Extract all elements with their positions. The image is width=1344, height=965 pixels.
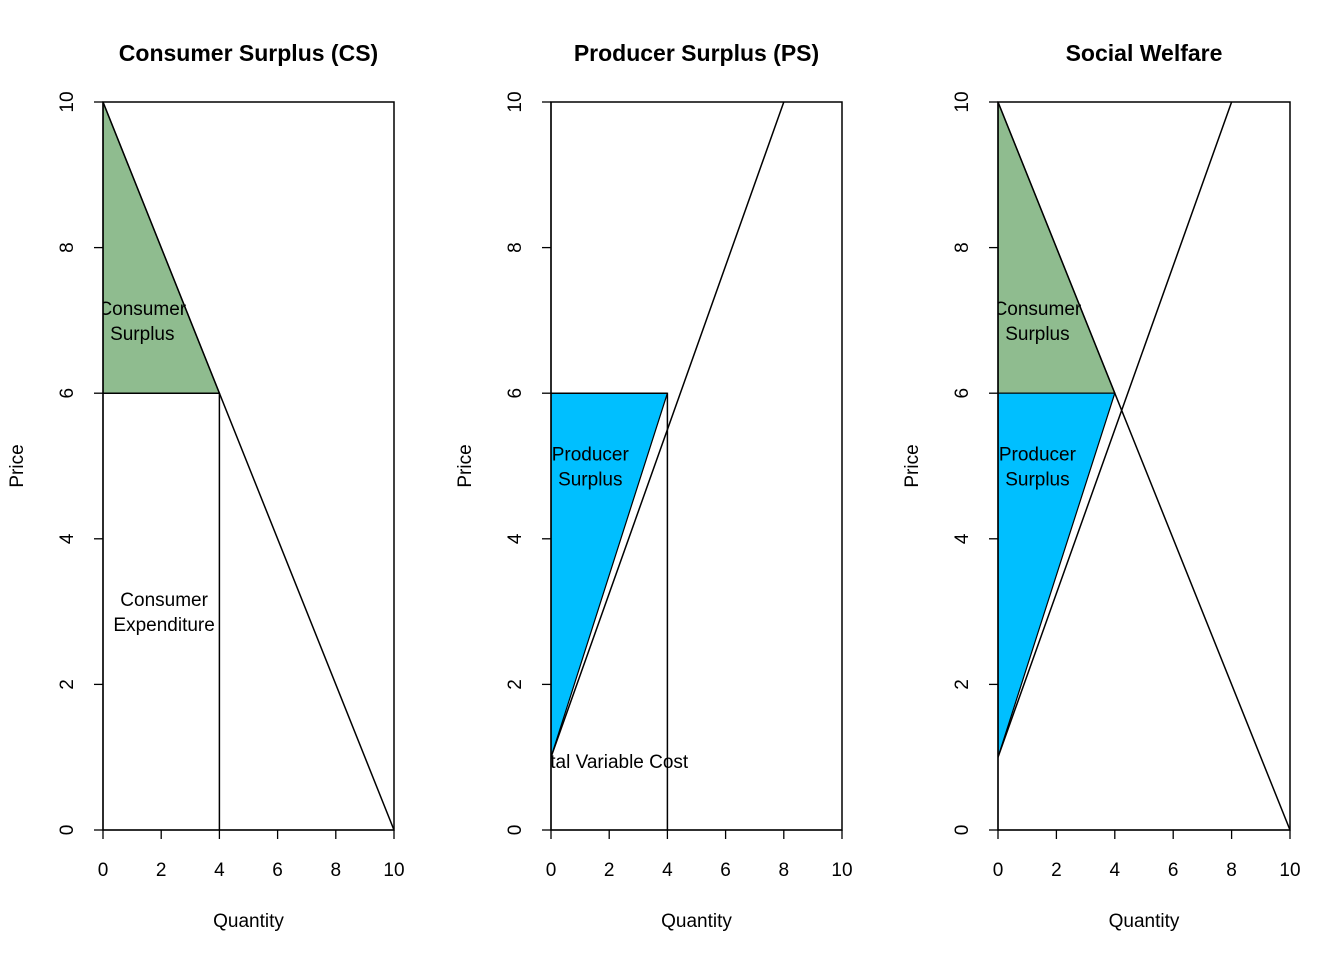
y-tick-label: 2 [505, 679, 526, 690]
annotation-label: Consumer Expenditure [113, 590, 214, 636]
x-tick-label: 0 [98, 860, 109, 881]
x-tick-label: 8 [331, 860, 342, 881]
x-tick-label: 6 [1168, 860, 1179, 881]
annotation-line: Consumer [994, 299, 1082, 320]
y-tick-label: 8 [952, 242, 973, 253]
annotation-label: Total Variable Cost [530, 752, 689, 773]
chart-panel-1: Consumer Surplus Consumer Expenditure 0 2 4 6 8 1… [7, 40, 405, 932]
demand-line [103, 102, 394, 830]
y-tick-label: 0 [57, 825, 78, 836]
x-tick-label: 10 [383, 860, 404, 881]
producer-surplus-region [998, 392, 1116, 758]
y-tick-label: 2 [57, 679, 78, 690]
y-axis-label: Price [455, 444, 476, 487]
plot-area: Producer Surplus Total Variable Cost [530, 102, 785, 830]
x-tick-label: 10 [1279, 860, 1300, 881]
annotation-line: Producer [999, 445, 1077, 466]
y-tick-label: 4 [505, 533, 526, 544]
chart-title: Consumer Surplus (CS) [119, 40, 378, 66]
x-tick-label: 4 [662, 860, 673, 881]
plot-area: Consumer Surplus Producer Surplus [994, 102, 1290, 830]
y-tick-label: 6 [505, 388, 526, 399]
y-tick-label: 8 [505, 242, 526, 253]
y-tick-label: 10 [952, 91, 973, 112]
x-tick-label: 6 [720, 860, 731, 881]
x-axis-label: Quantity [661, 911, 732, 932]
y-tick-label: 4 [952, 533, 973, 544]
annotation-line: Producer [552, 445, 630, 466]
plot-area: Consumer Surplus Consumer Expenditure [98, 102, 394, 830]
y-tick-label: 2 [952, 679, 973, 690]
x-tick-label: 4 [1110, 860, 1121, 881]
y-tick-label: 0 [952, 825, 973, 836]
y-tick-label: 0 [505, 825, 526, 836]
annotation-line: Surplus [1005, 324, 1069, 345]
y-axis-label: Price [7, 444, 28, 487]
x-tick-label: 2 [1051, 860, 1062, 881]
annotation-line: Surplus [110, 324, 174, 345]
x-tick-label: 4 [214, 860, 225, 881]
y-tick-label: 8 [57, 242, 78, 253]
annotation-label: Consumer Surplus [994, 299, 1082, 345]
y-tick-label: 4 [57, 533, 78, 544]
chart-title: Social Welfare [1066, 40, 1223, 66]
x-tick-label: 10 [831, 860, 852, 881]
y-tick-label: 10 [505, 91, 526, 112]
x-tick-label: 8 [779, 860, 790, 881]
annotation-line: Surplus [558, 470, 622, 491]
x-tick-label: 6 [272, 860, 283, 881]
annotation-label: Producer Surplus [999, 445, 1077, 491]
y-tick-label: 6 [57, 388, 78, 399]
annotation-label: Producer Surplus [552, 445, 630, 491]
x-tick-label: 0 [546, 860, 557, 881]
chart-panel-2: Producer Surplus Total Variable Cost 0 2 4 6 8 1… [455, 40, 853, 932]
x-tick-label: 0 [993, 860, 1004, 881]
y-tick-label: 6 [952, 388, 973, 399]
chart-title: Producer Surplus (PS) [574, 40, 819, 66]
annotation-line: Consumer [120, 590, 208, 611]
x-axis-label: Quantity [1109, 911, 1180, 932]
x-tick-label: 2 [156, 860, 167, 881]
x-tick-label: 8 [1226, 860, 1237, 881]
supply-line [998, 102, 1233, 758]
annotation-label: Consumer Surplus [98, 299, 186, 345]
y-tick-label: 10 [57, 91, 78, 112]
annotation-line: Expenditure [113, 615, 214, 636]
annotation-line: Consumer [98, 299, 186, 320]
chart-panel-3: Consumer Surplus Producer Surplus 0 2 4 6 8 10 0 2 4… [902, 40, 1301, 932]
x-tick-label: 2 [604, 860, 615, 881]
annotation-line: Total Variable Cost [530, 752, 689, 773]
x-axis-label: Quantity [213, 911, 284, 932]
y-axis-label: Price [902, 444, 923, 487]
demand-line [998, 102, 1290, 830]
annotation-line: Surplus [1005, 470, 1069, 491]
